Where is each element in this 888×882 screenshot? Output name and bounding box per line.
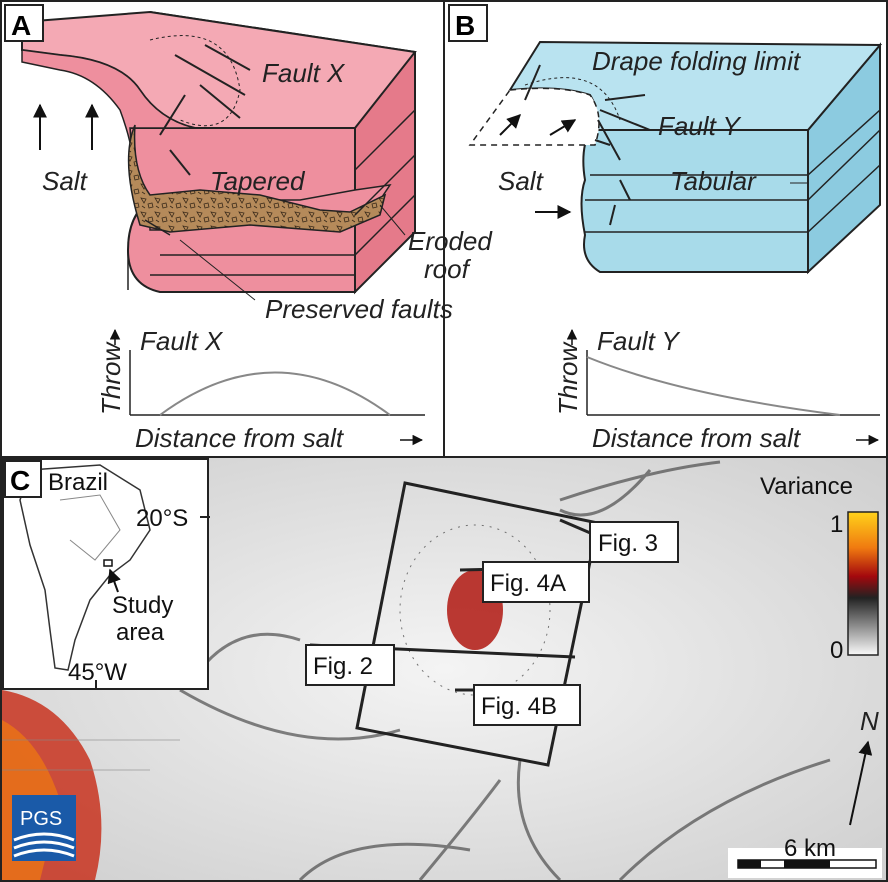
- throw-curve: [587, 357, 840, 415]
- study-area-label: Study: [112, 592, 173, 619]
- label: Fault Y: [658, 111, 742, 141]
- colorbar: [848, 512, 878, 655]
- fig-label: Fig. 3: [598, 530, 658, 557]
- label: Salt: [498, 166, 545, 196]
- axis-label: Throw: [553, 341, 583, 415]
- country-label: Brazil: [48, 469, 108, 496]
- legend-max: 1: [830, 511, 843, 538]
- axis-label: Distance from salt: [592, 423, 802, 453]
- panel-label: C: [10, 465, 30, 496]
- label: Tabular: [670, 166, 757, 196]
- legend-min: 0: [830, 637, 843, 664]
- axis-label: Throw: [96, 341, 126, 415]
- panel-label: A: [11, 10, 31, 41]
- figure: A Fault X Salt Tapered Eroded roof Prese…: [0, 0, 888, 882]
- axis-label: Distance from salt: [135, 423, 345, 453]
- study-area-label: area: [116, 619, 165, 646]
- panel-b: B Drape folding limit Fault Y Salt Tabul…: [449, 5, 880, 453]
- label: roof: [424, 254, 472, 284]
- latitude-label: 20°S: [136, 505, 188, 532]
- north-label: N: [860, 706, 879, 736]
- throw-curve: [160, 373, 390, 416]
- graph-title: Fault Y: [597, 326, 681, 356]
- legend-title: Variance: [760, 473, 853, 500]
- label: Fault X: [262, 58, 346, 88]
- fig-label: Fig. 2: [313, 653, 373, 680]
- salt-void: [470, 88, 599, 145]
- graph-title: Fault X: [140, 326, 224, 356]
- label: Salt: [42, 166, 89, 196]
- scale-label: 6 km: [784, 835, 836, 862]
- panel-a: A Fault X Salt Tapered Eroded roof Prese…: [5, 5, 493, 453]
- label: Drape folding limit: [592, 46, 802, 76]
- label: Preserved faults: [265, 294, 453, 324]
- label: Eroded: [408, 226, 493, 256]
- fig-label: Fig. 4A: [490, 570, 566, 597]
- panel-label: B: [455, 10, 475, 41]
- label: Tapered: [210, 166, 306, 196]
- longitude-label: 45°W: [68, 659, 127, 686]
- panel-c: Fig. 3 Fig. 4A Fig. 2 Fig. 4B C Brazil 2…: [2, 458, 886, 880]
- logo-text: PGS: [20, 808, 62, 830]
- fig-label: Fig. 4B: [481, 693, 557, 720]
